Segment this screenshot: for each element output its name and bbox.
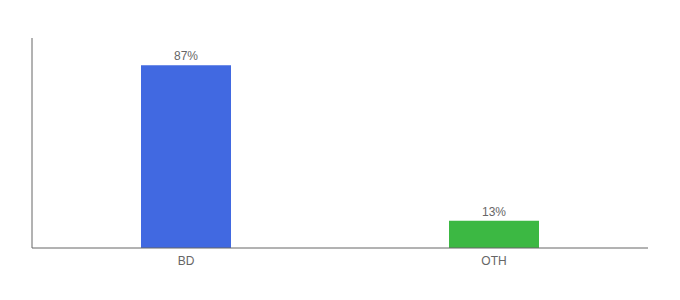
svg-text:87%: 87%: [174, 49, 198, 63]
svg-text:13%: 13%: [482, 205, 506, 219]
svg-text:OTH: OTH: [481, 254, 506, 268]
svg-text:BD: BD: [178, 254, 195, 268]
